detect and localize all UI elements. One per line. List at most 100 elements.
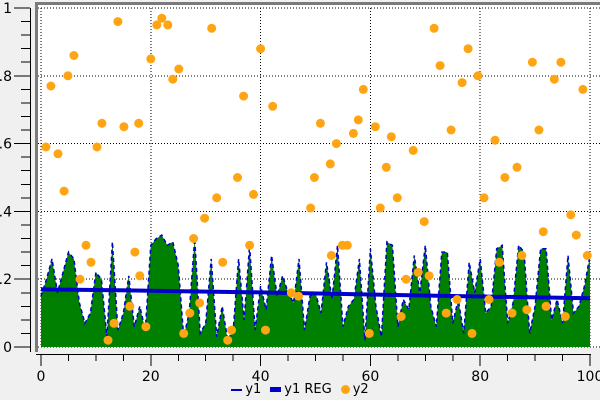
y2-point xyxy=(549,74,559,84)
y2-point xyxy=(578,84,588,94)
y2-point xyxy=(286,288,296,298)
y2-point xyxy=(195,298,205,308)
y-tick-label: 1 xyxy=(3,1,12,17)
y2-point xyxy=(294,291,303,301)
y2-point xyxy=(261,325,270,335)
y2-point xyxy=(200,213,210,223)
y2-point xyxy=(556,57,566,67)
y2-point xyxy=(396,312,406,321)
y2-point xyxy=(119,122,129,132)
y-tick-label: 0.2 xyxy=(0,272,12,288)
y2-point xyxy=(429,23,439,33)
y-tick-label: 0 xyxy=(3,340,12,356)
y2-point xyxy=(63,71,73,81)
y2-point xyxy=(256,44,266,54)
y2-point xyxy=(348,128,358,138)
y2-point xyxy=(125,301,135,311)
y2-point xyxy=(41,142,51,152)
y2-point xyxy=(53,149,63,159)
y2-point xyxy=(401,274,411,284)
y2-point xyxy=(223,335,233,345)
y2-point xyxy=(249,189,258,199)
y2-point xyxy=(239,91,249,101)
y2-point xyxy=(179,328,189,338)
y1-reg-line xyxy=(40,287,591,301)
y2-point xyxy=(342,240,352,250)
y2-point xyxy=(75,274,85,284)
legend-label-y1: y1 xyxy=(245,382,262,397)
y2-point xyxy=(479,193,489,203)
y2-point xyxy=(571,230,581,240)
y-tick-label: 0.8 xyxy=(0,69,12,85)
y2-point xyxy=(463,44,473,54)
y2-point xyxy=(146,54,156,64)
x-tick-label: 20 xyxy=(142,369,160,385)
y2-point xyxy=(168,74,178,84)
y2-point xyxy=(103,335,113,345)
y2-point xyxy=(227,325,236,335)
y1-reg-line-swatch xyxy=(270,387,282,392)
legend-item-y2[interactable]: y2 xyxy=(340,382,369,397)
y2-point xyxy=(413,267,423,277)
y2-point xyxy=(582,251,592,260)
x-tick-label: 100 xyxy=(577,369,600,385)
y2-point xyxy=(46,81,56,91)
y2-point xyxy=(218,257,228,267)
y2-point xyxy=(163,20,173,30)
y2-point xyxy=(130,247,140,257)
x-tick-label: 80 xyxy=(471,369,489,385)
y2-point xyxy=(358,84,368,94)
y2-point xyxy=(81,240,91,250)
y2-point xyxy=(364,328,374,338)
y2-point xyxy=(309,173,319,182)
y2-point xyxy=(92,142,102,152)
y2-point xyxy=(500,173,510,182)
y2-point xyxy=(534,125,544,135)
y2-point xyxy=(381,162,391,172)
y2-point xyxy=(97,118,107,128)
x-tick-label: 40 xyxy=(252,369,270,385)
y2-point xyxy=(484,295,494,304)
y2-point xyxy=(315,118,325,128)
y2-point xyxy=(452,295,462,304)
y2-point xyxy=(174,64,184,74)
y2-point xyxy=(109,318,119,328)
y2-point xyxy=(494,257,504,267)
y2-point xyxy=(541,301,551,311)
y2-point xyxy=(473,71,483,81)
y2-point xyxy=(207,23,217,33)
y2-point xyxy=(512,162,522,172)
y2-point xyxy=(113,17,123,27)
y1-area xyxy=(41,235,590,347)
y2-point xyxy=(538,227,548,237)
y2-point xyxy=(325,159,335,169)
y2-point xyxy=(490,135,500,145)
y2-point xyxy=(419,217,429,227)
y2-point xyxy=(326,251,336,260)
y2-point xyxy=(370,122,380,132)
legend-item-y1-reg[interactable]: y1 REG xyxy=(270,382,332,397)
y2-point xyxy=(69,51,79,60)
legend: y1 y1 REG y2 xyxy=(0,382,600,397)
y2-point xyxy=(59,186,69,196)
y2-point xyxy=(375,203,385,213)
y2-point xyxy=(189,234,199,243)
legend-label-y2: y2 xyxy=(352,382,369,397)
y2-point xyxy=(507,308,517,318)
y2-point xyxy=(560,312,570,321)
y1-line-swatch xyxy=(231,388,243,391)
y2-point xyxy=(233,173,242,182)
y2-point xyxy=(157,13,167,23)
x-tick-label: 60 xyxy=(361,369,379,385)
y2-point xyxy=(522,305,532,315)
y2-point xyxy=(441,308,451,318)
y2-point xyxy=(268,101,278,111)
y2-point xyxy=(408,145,418,155)
y2-point xyxy=(435,61,445,71)
legend-item-y1[interactable]: y1 xyxy=(231,382,261,397)
y2-point xyxy=(141,322,151,332)
y2-point xyxy=(392,193,402,203)
y2-point xyxy=(331,139,341,149)
